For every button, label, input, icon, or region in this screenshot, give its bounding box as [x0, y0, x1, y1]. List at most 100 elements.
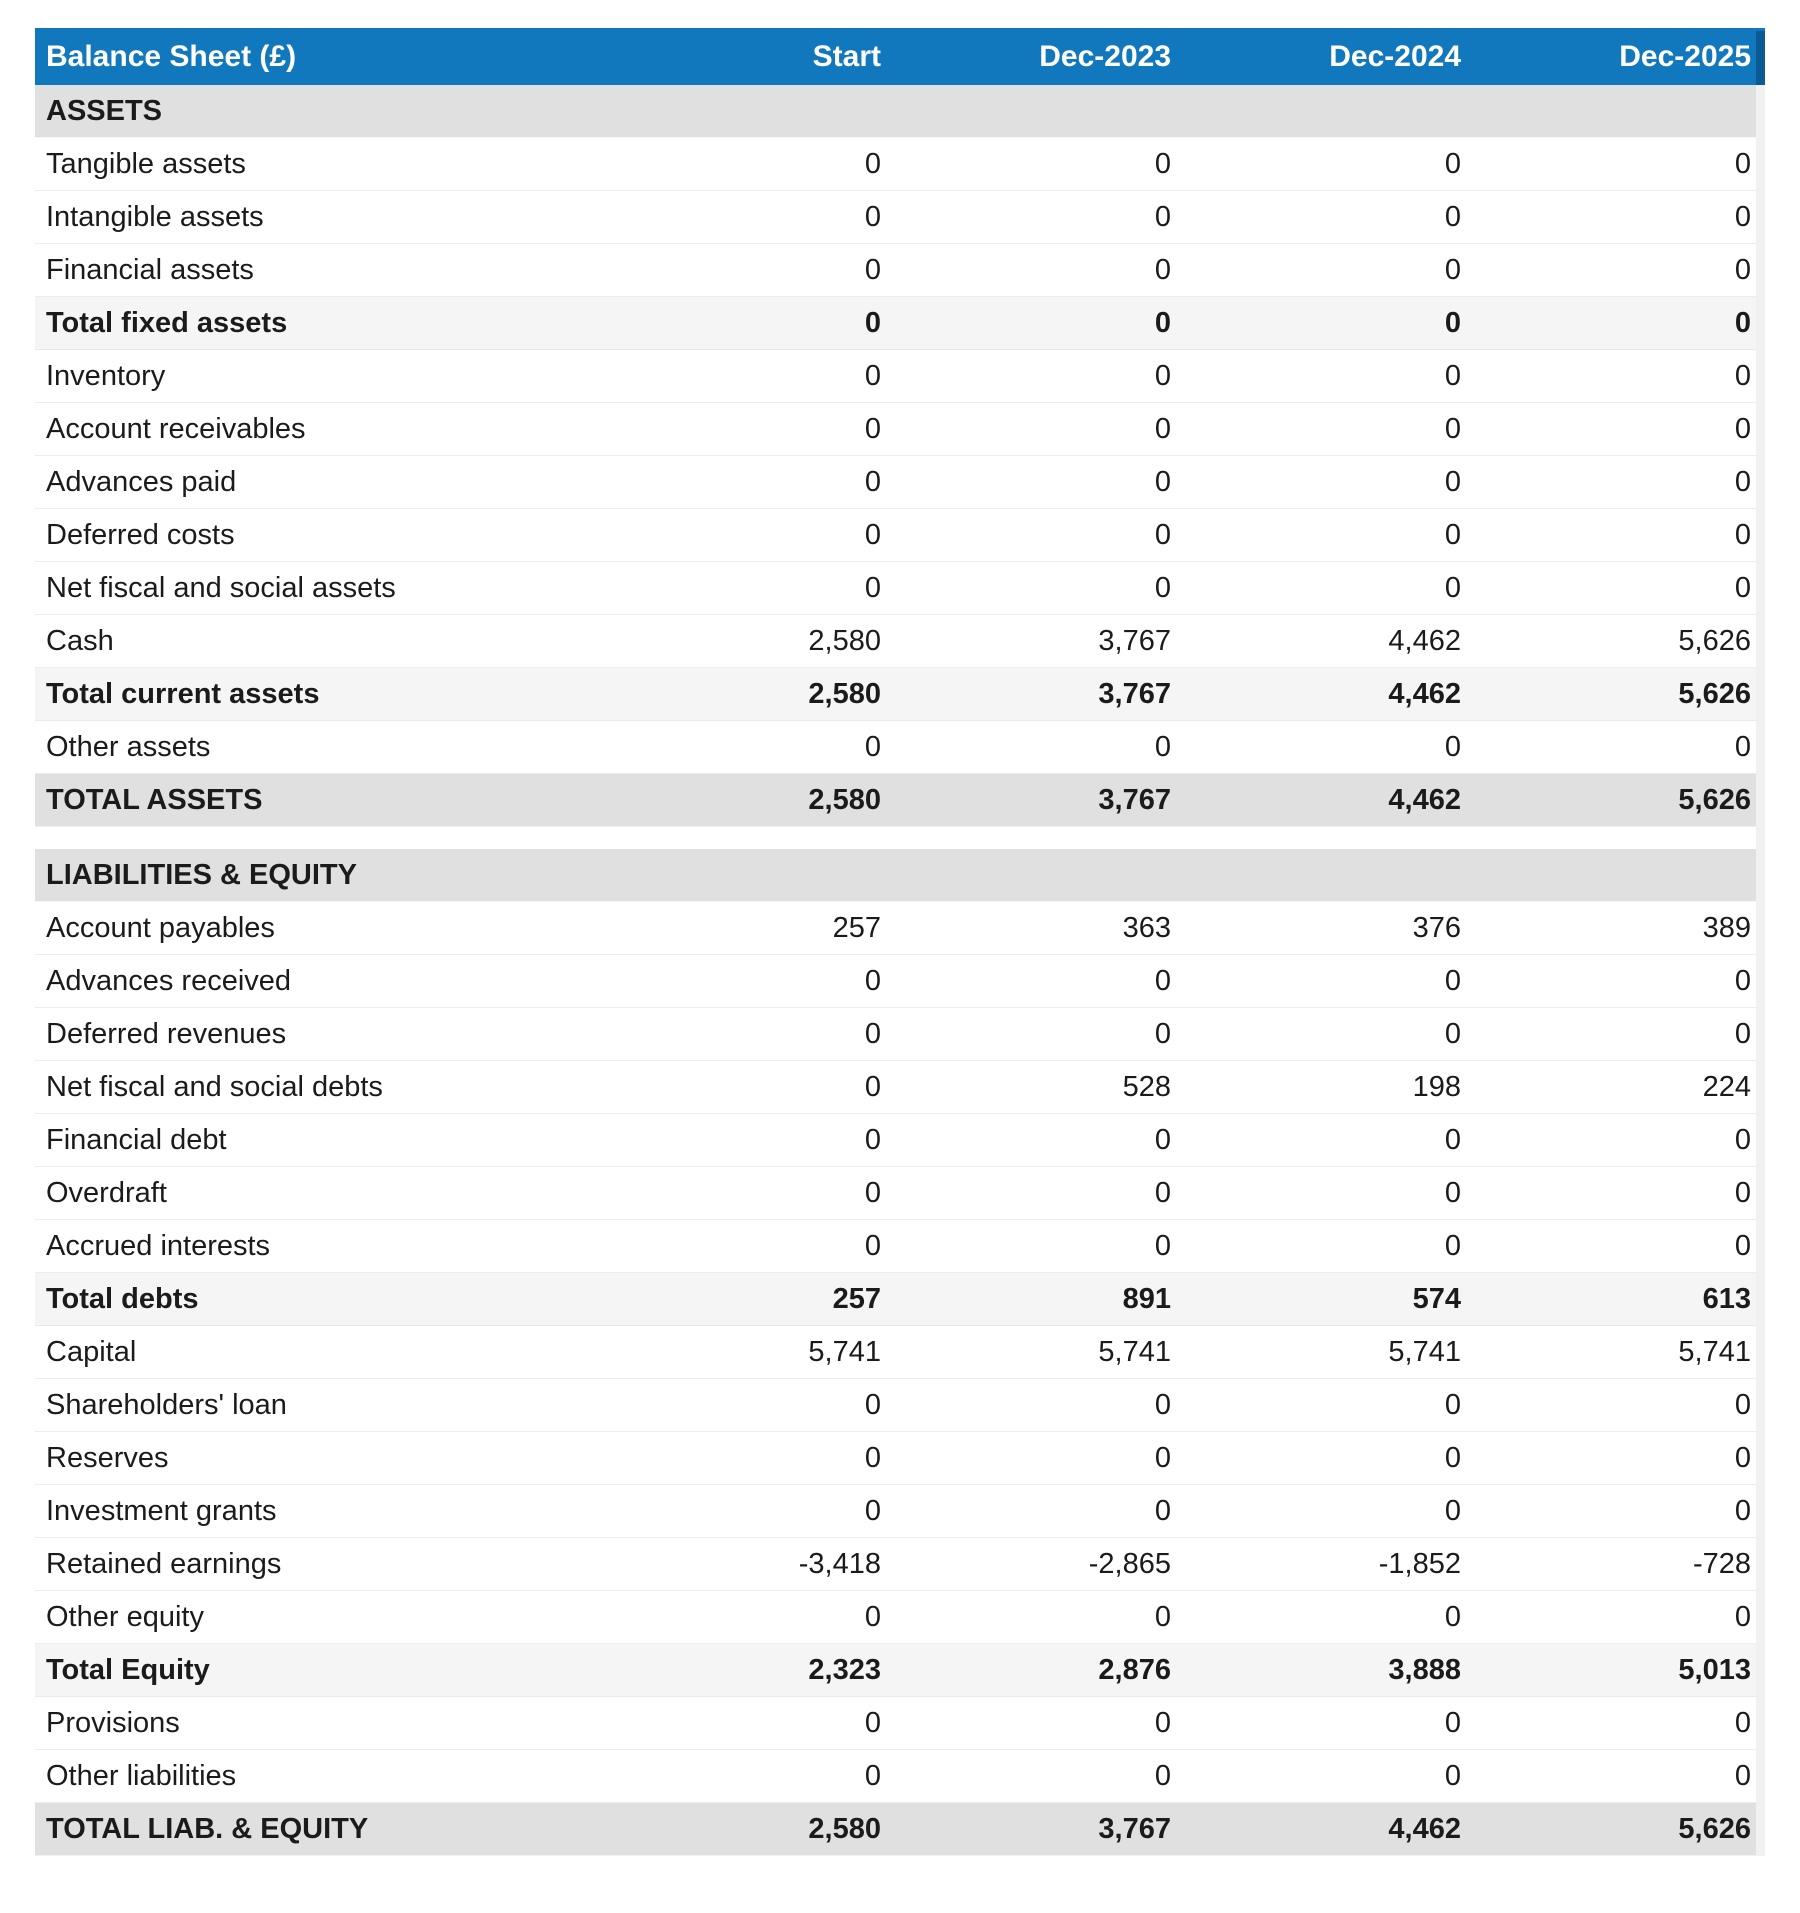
row-label: Other liabilities — [46, 1759, 237, 1792]
table-row: Cash 2,580 3,767 4,462 5,626 — [35, 615, 1765, 668]
row-label: Investment grants — [46, 1494, 277, 1527]
row-value: 0 — [864, 518, 881, 551]
row-value: 0 — [1444, 1229, 1461, 1262]
row-value: -728 — [1692, 1547, 1751, 1580]
section-header-row: LIABILITIES & EQUITY — [35, 849, 1765, 902]
row-label: Deferred revenues — [46, 1017, 287, 1050]
row-value: -1,852 — [1378, 1547, 1461, 1580]
table-row: Total Equity 2,323 2,876 3,888 5,013 — [35, 1644, 1765, 1697]
row-value: 0 — [1154, 412, 1171, 445]
table-row: Account receivables 0 0 0 0 — [35, 403, 1765, 456]
row-value: 0 — [1444, 253, 1461, 286]
row-label: LIABILITIES & EQUITY — [46, 858, 357, 891]
row-value: 528 — [1122, 1070, 1171, 1103]
row-value: 0 — [1444, 571, 1461, 604]
table-row: Provisions 0 0 0 0 — [35, 1697, 1765, 1750]
row-value: 0 — [1444, 730, 1461, 763]
table-row: Reserves 0 0 0 0 — [35, 1432, 1765, 1485]
row-value: 0 — [1734, 1123, 1751, 1156]
row-label: Net fiscal and social debts — [46, 1070, 383, 1103]
header-right-edge — [1756, 31, 1765, 85]
row-value: 0 — [864, 1494, 881, 1527]
row-value: 0 — [1444, 518, 1461, 551]
row-value: 0 — [1154, 359, 1171, 392]
row-value: 0 — [1444, 964, 1461, 997]
row-value: 0 — [864, 964, 881, 997]
row-label: Accrued interests — [46, 1229, 271, 1262]
row-value: 0 — [864, 1229, 881, 1262]
row-value: 0 — [864, 1070, 881, 1103]
row-value: 0 — [864, 359, 881, 392]
row-value: 0 — [1734, 1600, 1751, 1633]
table-row: Tangible assets 0 0 0 0 — [35, 138, 1765, 191]
row-value: 0 — [1154, 571, 1171, 604]
row-value: 0 — [1444, 465, 1461, 498]
row-value: 0 — [1154, 518, 1171, 551]
row-value: 0 — [1154, 1388, 1171, 1421]
row-value: -2,865 — [1088, 1547, 1171, 1580]
row-label: Other equity — [46, 1600, 204, 1633]
row-label: Total Equity — [46, 1653, 210, 1686]
row-value: 0 — [1444, 412, 1461, 445]
row-label: Financial assets — [46, 253, 254, 286]
row-value: 0 — [1444, 200, 1461, 233]
row-value: 0 — [1444, 1441, 1461, 1474]
row-value: 0 — [1734, 964, 1751, 997]
table-row: Other liabilities 0 0 0 0 — [35, 1750, 1765, 1803]
row-value: 0 — [1154, 465, 1171, 498]
row-value: 0 — [1734, 1441, 1751, 1474]
column-header-dec2023: Dec-2023 — [1039, 40, 1171, 73]
row-value: 0 — [1154, 200, 1171, 233]
row-value: 4,462 — [1388, 677, 1461, 710]
row-value: 0 — [1154, 1494, 1171, 1527]
row-value: 0 — [1734, 1494, 1751, 1527]
table-row: Other assets 0 0 0 0 — [35, 721, 1765, 774]
row-label: Other assets — [46, 730, 211, 763]
row-value: 0 — [864, 1176, 881, 1209]
row-value: 0 — [864, 147, 881, 180]
row-value: 2,876 — [1098, 1653, 1171, 1686]
row-value: 3,888 — [1388, 1653, 1461, 1686]
row-value: 4,462 — [1388, 1812, 1461, 1845]
row-value: 0 — [864, 1706, 881, 1739]
table-title: Balance Sheet (£) — [46, 40, 297, 73]
row-label: Overdraft — [46, 1176, 167, 1209]
row-value: 224 — [1702, 1070, 1751, 1103]
table-row: Net fiscal and social assets 0 0 0 0 — [35, 562, 1765, 615]
row-value: 0 — [1444, 1017, 1461, 1050]
row-value: 0 — [1154, 1123, 1171, 1156]
row-value: 0 — [1154, 1759, 1171, 1792]
row-value: 0 — [1154, 1017, 1171, 1050]
row-label: Net fiscal and social assets — [46, 571, 396, 604]
row-label: Retained earnings — [46, 1547, 282, 1580]
row-value: 0 — [1444, 147, 1461, 180]
row-value: 0 — [1734, 359, 1751, 392]
row-value: 3,767 — [1098, 677, 1171, 710]
row-value: 0 — [864, 200, 881, 233]
table-row: TOTAL LIAB. & EQUITY 2,580 3,767 4,462 5,626 — [35, 1803, 1765, 1856]
section-header-row: ASSETS — [35, 85, 1765, 138]
table-row: Financial debt 0 0 0 0 — [35, 1114, 1765, 1167]
column-header-dec2025: Dec-2025 — [1619, 40, 1751, 73]
row-value: 363 — [1122, 911, 1171, 944]
table-row: Advances received 0 0 0 0 — [35, 955, 1765, 1008]
row-label: Financial debt — [46, 1123, 227, 1156]
row-value: 0 — [1734, 1388, 1751, 1421]
row-value: 2,580 — [808, 624, 881, 657]
row-value: 0 — [1444, 1600, 1461, 1633]
row-value: 0 — [864, 1388, 881, 1421]
row-value: 0 — [1444, 1176, 1461, 1209]
row-value: 0 — [864, 306, 881, 339]
row-value: 613 — [1702, 1282, 1751, 1315]
row-value: 574 — [1412, 1282, 1461, 1315]
row-value: 0 — [864, 465, 881, 498]
row-value: 0 — [1444, 1494, 1461, 1527]
row-label: TOTAL LIAB. & EQUITY — [46, 1812, 369, 1845]
row-label: ASSETS — [46, 94, 163, 127]
row-value: 0 — [1734, 730, 1751, 763]
row-value: 0 — [864, 1441, 881, 1474]
table-row: Net fiscal and social debts 0 528 198 224 — [35, 1061, 1765, 1114]
table-row: Financial assets 0 0 0 0 — [35, 244, 1765, 297]
row-label: Intangible assets — [46, 200, 264, 233]
